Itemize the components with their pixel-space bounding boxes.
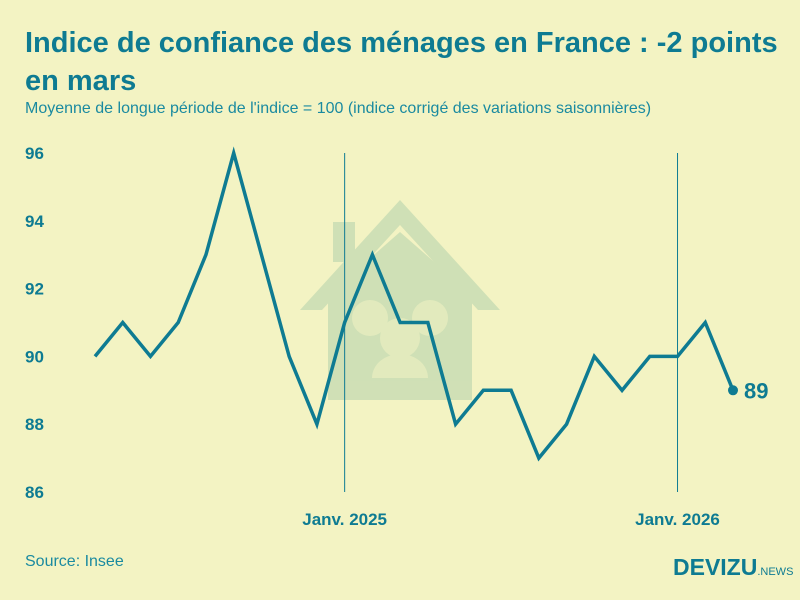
y-tick-label: 94 xyxy=(25,212,44,231)
devizu-logo: DEVIZU.NEWS xyxy=(673,554,794,580)
x-tick-label: Janv. 2025 xyxy=(302,510,387,529)
y-tick-label: 88 xyxy=(25,415,44,434)
data-point xyxy=(728,385,738,396)
series-line xyxy=(93,146,735,462)
y-tick-label: 92 xyxy=(25,280,44,299)
chart-title: Indice de confiance des ménages en Franc… xyxy=(25,27,778,97)
people-icon xyxy=(352,300,448,378)
x-tick-label: Janv. 2026 xyxy=(635,510,720,529)
y-tick-label: 86 xyxy=(25,483,44,502)
y-tick-label: 90 xyxy=(25,347,44,366)
chart-subtitle: Moyenne de longue période de l'indice = … xyxy=(25,100,652,117)
end-value-label: 89 xyxy=(744,378,768,403)
source-note: Source: Insee xyxy=(25,553,124,570)
y-tick-label: 96 xyxy=(25,144,44,163)
